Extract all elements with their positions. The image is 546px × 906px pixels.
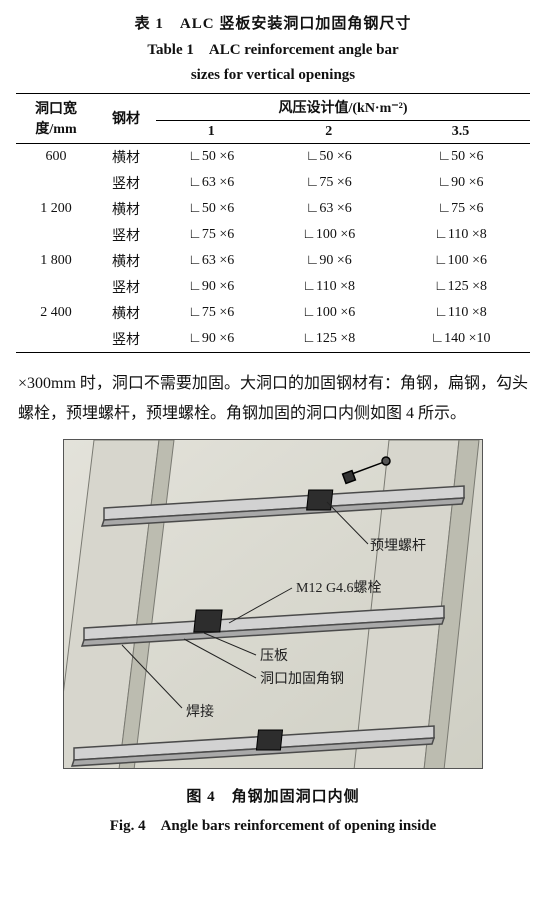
table-title-en-2: sizes for vertical openings — [16, 63, 530, 89]
label-angle: 洞口加固角钢 — [260, 671, 344, 687]
table-row: 1 200 横材 ∟50 ×6 ∟63 ×6 ∟75 ×6 — [16, 196, 530, 222]
table-row: 竖材 ∟90 ×6 ∟125 ×8 ∟140 ×10 — [16, 326, 530, 353]
table-row: 1 800 横材 ∟63 ×6 ∟90 ×6 ∟100 ×6 — [16, 248, 530, 274]
hdr-width: 洞口宽 度/mm — [16, 93, 96, 143]
hdr-w3: 3.5 — [391, 120, 530, 143]
body-paragraph: ×300mm 时，洞口不需要加固。大洞口的加固钢材有：角钢，扁钢，勾头螺栓，预埋… — [18, 369, 528, 430]
table-title: 表 1 ALC 竖板安装洞口加固角钢尺寸 Table 1 ALC reinfor… — [16, 12, 530, 89]
table-title-en-1: Table 1 ALC reinforcement angle bar — [16, 38, 530, 64]
hdr-steel: 钢材 — [96, 93, 156, 143]
table-row: 2 400 横材 ∟75 ×6 ∟100 ×6 ∟110 ×8 — [16, 300, 530, 326]
table-row: 600 横材 ∟50 ×6 ∟50 ×6 ∟50 ×6 — [16, 143, 530, 170]
table-title-zh: 表 1 ALC 竖板安装洞口加固角钢尺寸 — [16, 12, 530, 38]
figure-caption-zh: 图 4 角钢加固洞口内侧 — [16, 783, 530, 812]
table-body: 600 横材 ∟50 ×6 ∟50 ×6 ∟50 ×6 竖材 ∟63 ×6 ∟7… — [16, 143, 530, 352]
figure-caption-en: Fig. 4 Angle bars reinforcement of openi… — [16, 812, 530, 841]
hdr-w2: 2 — [266, 120, 391, 143]
label-embed-rod: 预埋螺杆 — [370, 538, 426, 554]
label-plate: 压板 — [260, 648, 288, 664]
label-weld: 焊接 — [186, 703, 214, 720]
table-row: 竖材 ∟90 ×6 ∟110 ×8 ∟125 ×8 — [16, 274, 530, 300]
hdr-wind: 风压设计值/(kN·m⁻²) — [156, 93, 530, 120]
table-row: 竖材 ∟63 ×6 ∟75 ×6 ∟90 ×6 — [16, 170, 530, 196]
label-bolt: M12 G4.6螺栓 — [296, 580, 382, 596]
angle-bar-table: 洞口宽 度/mm 钢材 风压设计值/(kN·m⁻²) 1 2 3.5 600 横… — [16, 93, 530, 353]
figure-4: 预埋螺杆 M12 G4.6螺栓 压板 洞口加固角钢 焊接 — [63, 439, 483, 769]
table-row: 竖材 ∟75 ×6 ∟100 ×6 ∟110 ×8 — [16, 222, 530, 248]
hdr-w1: 1 — [156, 120, 266, 143]
figure-caption: 图 4 角钢加固洞口内侧 Fig. 4 Angle bars reinforce… — [16, 783, 530, 840]
